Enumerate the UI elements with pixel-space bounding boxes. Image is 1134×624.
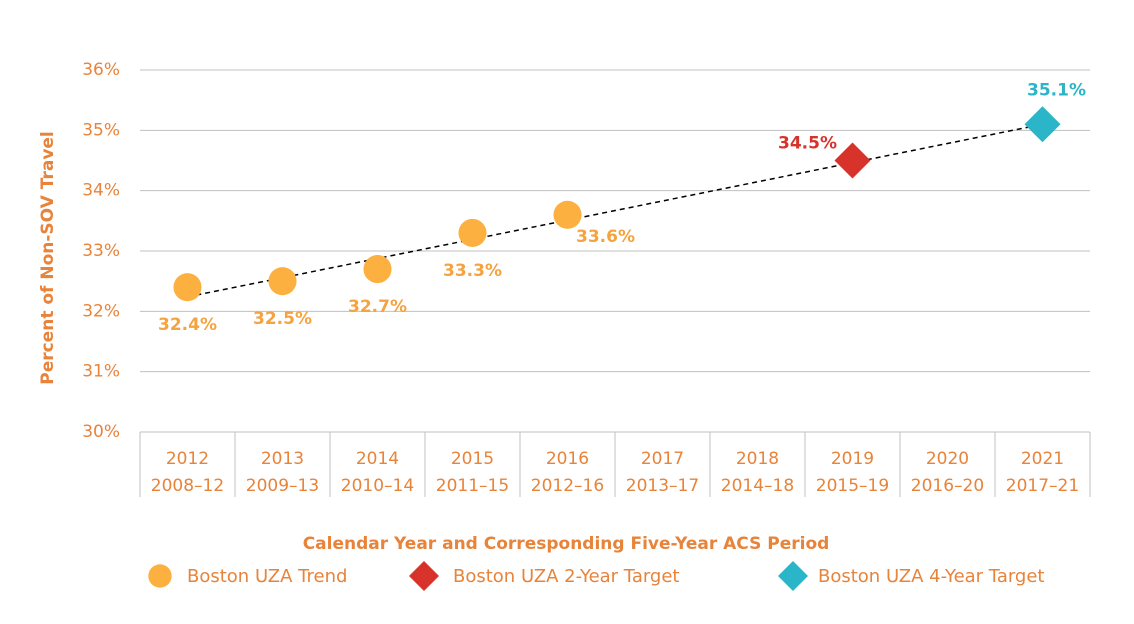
data-label: 35.1% [1027, 80, 1086, 100]
x-tick-label: 2012 [166, 449, 209, 469]
data-label: 32.7% [348, 297, 407, 317]
legend-marker [148, 564, 172, 588]
y-tick-label: 36% [82, 60, 120, 80]
x-tick-sublabel: 2017–21 [1006, 476, 1079, 496]
x-tick-label: 2013 [261, 449, 304, 469]
x-tick-sublabel: 2016–20 [911, 476, 984, 496]
x-tick-label: 2019 [831, 449, 874, 469]
data-label: 32.5% [253, 309, 312, 329]
x-tick-label: 2014 [356, 449, 399, 469]
x-tick-sublabel: 2012–16 [531, 476, 604, 496]
data-point [1024, 106, 1061, 143]
data-point [834, 142, 871, 179]
legend-label: Boston UZA 4-Year Target [818, 566, 1045, 587]
x-tick-label: 2016 [546, 449, 589, 469]
data-label: 32.4% [158, 315, 217, 335]
y-tick-label: 35% [82, 120, 120, 140]
data-point [363, 255, 392, 284]
x-tick-sublabel: 2015–19 [816, 476, 889, 496]
x-tick-label: 2020 [926, 449, 969, 469]
legend-marker [409, 561, 439, 591]
y-tick-label: 34% [82, 181, 120, 201]
legend-label: Boston UZA 2-Year Target [453, 566, 680, 587]
x-tick-label: 2021 [1021, 449, 1064, 469]
data-point [458, 218, 487, 247]
legend-marker [778, 561, 808, 591]
x-tick-sublabel: 2009–13 [246, 476, 319, 496]
x-tick-label: 2015 [451, 449, 494, 469]
data-label: 33.3% [443, 261, 502, 281]
y-tick-label: 33% [82, 241, 120, 261]
x-axis-title: Calendar Year and Corresponding Five-Yea… [303, 534, 830, 554]
trendline [187, 123, 1043, 298]
data-point [268, 267, 297, 296]
data-point [553, 200, 582, 229]
x-tick-sublabel: 2011–15 [436, 476, 509, 496]
x-tick-label: 2018 [736, 449, 779, 469]
x-tick-label: 2017 [641, 449, 684, 469]
data-point [173, 273, 202, 302]
legend-label: Boston UZA Trend [187, 566, 347, 587]
x-tick-sublabel: 2013–17 [626, 476, 699, 496]
y-tick-label: 32% [82, 301, 120, 321]
y-tick-label: 31% [82, 362, 120, 382]
x-tick-sublabel: 2014–18 [721, 476, 794, 496]
y-tick-label: 30% [82, 422, 120, 442]
x-tick-sublabel: 2008–12 [151, 476, 224, 496]
data-label: 33.6% [576, 227, 635, 247]
y-axis-title: Percent of Non-SOV Travel [38, 131, 58, 385]
x-tick-sublabel: 2010–14 [341, 476, 414, 496]
data-label: 34.5% [778, 134, 837, 154]
